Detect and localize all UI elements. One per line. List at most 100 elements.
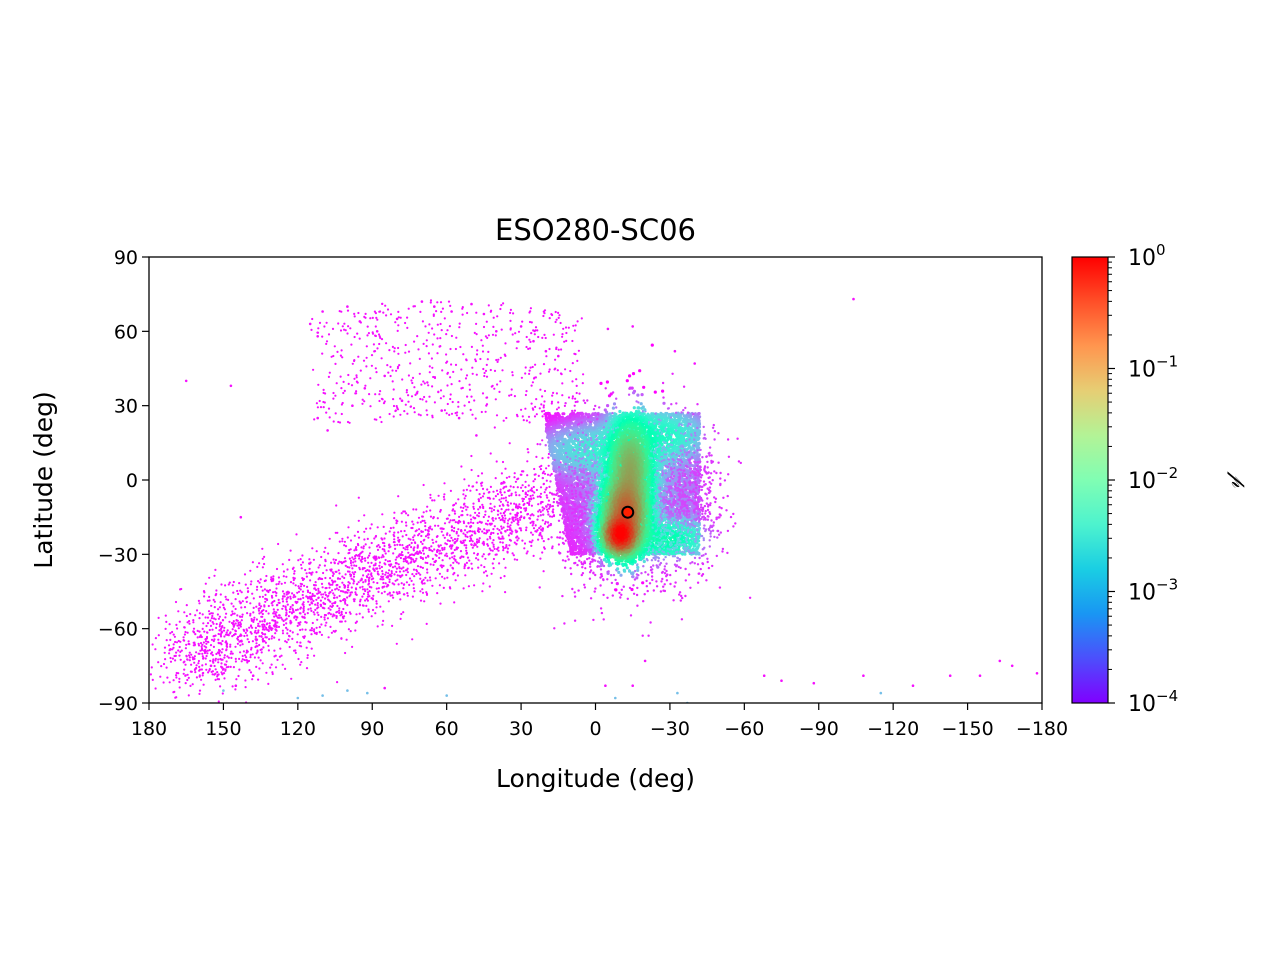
scatter-point-1104 bbox=[329, 625, 332, 629]
scatter-point-401 bbox=[261, 628, 264, 631]
scatter-point-1917 bbox=[176, 627, 179, 630]
scatter-point-360 bbox=[525, 526, 528, 529]
scatter-point-519 bbox=[392, 591, 395, 594]
scatter-point-711 bbox=[328, 586, 331, 589]
scatter-point-2410 bbox=[212, 639, 215, 643]
scatter-point-13 bbox=[429, 515, 433, 518]
scatter-point-681 bbox=[267, 612, 270, 615]
scatter-point-971 bbox=[405, 573, 408, 577]
scatter-point-494 bbox=[412, 587, 415, 590]
scatter-point-700 bbox=[436, 535, 439, 538]
scatter-point-1597 bbox=[505, 544, 508, 547]
scatter-point-3066 bbox=[485, 320, 488, 323]
scatter-point-1728 bbox=[249, 569, 252, 572]
scatter-point-1581 bbox=[201, 613, 204, 616]
scatter-point-2058 bbox=[328, 583, 331, 586]
scatter-point-1640 bbox=[312, 558, 315, 561]
scatter-point-805 bbox=[531, 494, 534, 497]
scatter-point-3077 bbox=[547, 370, 551, 373]
scatter-point-3129 bbox=[392, 415, 395, 418]
scatter-point-2741 bbox=[407, 374, 410, 377]
scatter-point-2454 bbox=[335, 615, 338, 618]
scatter-point-637 bbox=[310, 647, 313, 650]
scatter-point-2298 bbox=[182, 639, 185, 642]
scatter-point-2270 bbox=[403, 529, 406, 533]
scatter-point-2032 bbox=[307, 640, 310, 643]
scatter-point-769 bbox=[370, 523, 373, 526]
scatter-point-1515 bbox=[185, 614, 188, 618]
scatter-point-312 bbox=[452, 561, 455, 564]
scatter-point-794 bbox=[281, 590, 285, 593]
scatter-point-252 bbox=[332, 558, 335, 561]
scatter-point-239 bbox=[492, 567, 495, 570]
scatter-point-2038 bbox=[416, 565, 420, 568]
scatter-point-1209 bbox=[288, 608, 292, 611]
scatter-point-2493 bbox=[273, 649, 276, 652]
scatter-point-991 bbox=[433, 548, 436, 551]
scatter-point-2686 bbox=[459, 345, 462, 349]
scatter-point-1215 bbox=[546, 508, 549, 511]
scatter-point-1621 bbox=[420, 534, 423, 538]
scatter-point-2138 bbox=[260, 635, 263, 638]
scatter-point-2501 bbox=[423, 600, 426, 603]
scatter-point-2903 bbox=[511, 312, 515, 315]
scatter-point-537 bbox=[363, 514, 366, 517]
scatter-point-1362 bbox=[519, 518, 522, 521]
scatter-point-2301 bbox=[459, 520, 462, 523]
scatter-point-1323 bbox=[346, 586, 350, 589]
scatter-point-2774 bbox=[380, 420, 383, 424]
scatter-point-1577 bbox=[221, 625, 224, 628]
scatter-point-320 bbox=[326, 617, 329, 620]
scatter-point-2494 bbox=[245, 656, 248, 659]
scatter-point-2491 bbox=[334, 588, 337, 591]
scatter-point-2525 bbox=[365, 527, 368, 530]
scatter-point-1419 bbox=[279, 647, 282, 650]
scatter-point-2928 bbox=[548, 317, 551, 320]
scatter-point-740 bbox=[468, 559, 471, 562]
scatter-point-2069 bbox=[470, 518, 473, 521]
scatter-point-2158 bbox=[215, 589, 218, 592]
scatter-point-779 bbox=[324, 624, 327, 627]
scatter-point-2500 bbox=[252, 597, 255, 600]
scatter-point-2192 bbox=[388, 592, 391, 595]
scatter-point-205 bbox=[411, 595, 414, 598]
scatter-point-1173 bbox=[405, 512, 408, 515]
scatter-point-2535 bbox=[214, 568, 217, 572]
scatter-point-375 bbox=[530, 504, 534, 507]
scatter-point-2989 bbox=[481, 392, 485, 395]
scatter-point-2690 bbox=[521, 320, 524, 323]
scatter-point-2190 bbox=[241, 615, 244, 618]
scatter-point-2978 bbox=[372, 343, 375, 346]
scatter-point-176 bbox=[402, 560, 405, 563]
scatter-point-57 bbox=[407, 537, 410, 540]
scatter-point-1704 bbox=[518, 503, 521, 506]
scatter-point-43 bbox=[481, 487, 485, 490]
scatter-point-2051 bbox=[398, 566, 401, 569]
scatter-point-2610 bbox=[418, 357, 421, 360]
scatter-point-109 bbox=[380, 592, 383, 595]
scatter-point-2724 bbox=[429, 299, 433, 302]
scatter-point-1253 bbox=[366, 556, 369, 559]
scatter-point-1630 bbox=[341, 575, 344, 578]
scatter-point-1828 bbox=[462, 521, 466, 525]
scatter-point-1788 bbox=[458, 515, 461, 519]
scatter-point-3069 bbox=[501, 369, 504, 372]
scatter-point-2486 bbox=[513, 541, 516, 544]
scatter-point-765 bbox=[541, 519, 544, 522]
scatter-point-2041 bbox=[320, 615, 323, 619]
scatter-point-2136 bbox=[504, 467, 507, 470]
scatter-point-3108 bbox=[404, 351, 407, 354]
scatter-point-1982 bbox=[353, 580, 356, 583]
scatter-point-1666 bbox=[291, 631, 294, 634]
scatter-point-1908 bbox=[231, 685, 234, 688]
scatter-point-2368 bbox=[188, 656, 191, 659]
scatter-point-358 bbox=[457, 562, 460, 565]
scatter-point-2355 bbox=[494, 495, 497, 498]
scatter-point-116 bbox=[532, 527, 536, 530]
scatter-point-2473 bbox=[521, 470, 524, 473]
scatter-point-760 bbox=[394, 558, 397, 561]
scatter-point-2079 bbox=[259, 648, 262, 652]
scatter-point-1119 bbox=[157, 661, 160, 664]
scatter-point-1705 bbox=[327, 552, 330, 555]
scatter-point-599 bbox=[217, 632, 220, 636]
